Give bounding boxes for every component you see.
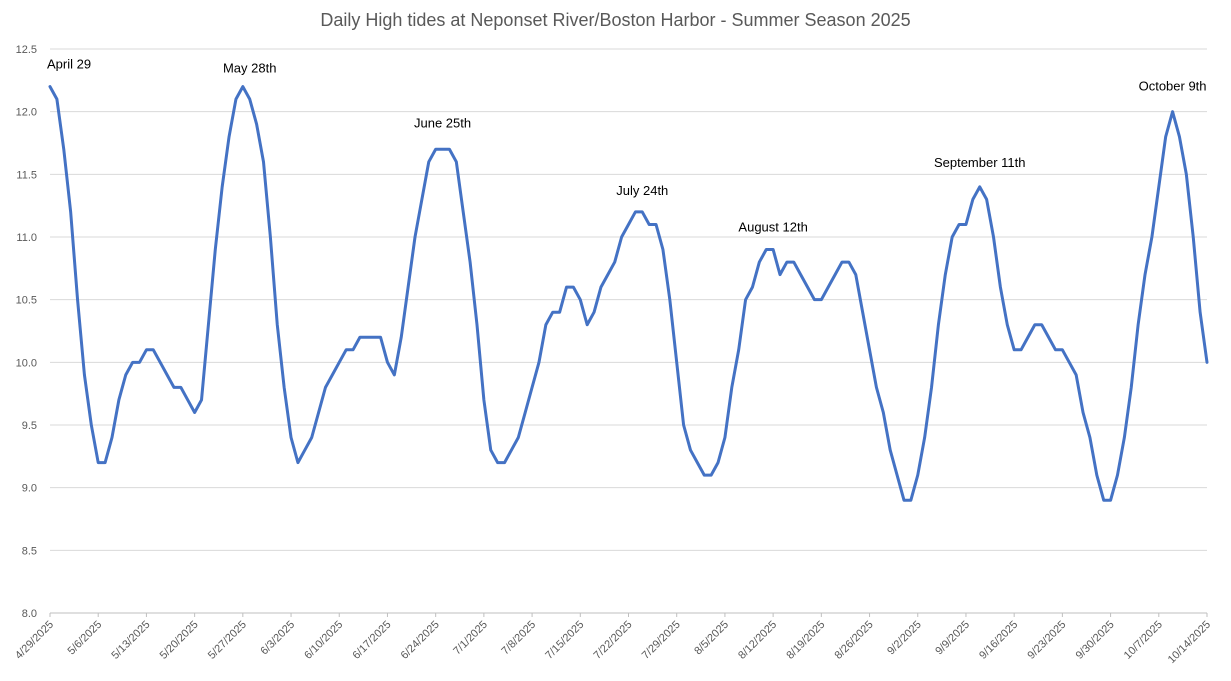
x-tick-label: 10/7/2025 (1122, 619, 1165, 662)
x-tick-label: 7/1/2025 (451, 619, 490, 658)
annotation-label: July 24th (616, 183, 668, 198)
x-tick-label: 8/5/2025 (692, 619, 731, 658)
x-axis: 4/29/2025 5/6/2025 5/13/2025 5/20/2025 5/27/… (13, 613, 1213, 666)
x-tick-label: 5/6/2025 (66, 619, 105, 658)
x-tick-label: 7/29/2025 (640, 619, 683, 662)
gridlines (50, 48, 1207, 614)
series-group (48, 85, 1209, 502)
y-tick-label: 11.5 (16, 169, 37, 181)
y-tick-label: 12.5 (16, 44, 37, 56)
x-tick-label: 6/17/2025 (350, 619, 393, 662)
annotation-label: April 29 (47, 57, 91, 72)
x-tick-label: 7/15/2025 (543, 619, 586, 662)
x-tick-label: 9/16/2025 (977, 619, 1020, 662)
y-tick-label: 8.0 (22, 608, 37, 620)
annotation-label: August 12th (738, 220, 807, 235)
x-tick-label: 9/2/2025 (885, 619, 924, 658)
x-tick-label: 9/9/2025 (933, 619, 972, 658)
x-tick-label: 5/20/2025 (158, 619, 201, 662)
x-tick-label: 10/14/2025 (1166, 619, 1213, 666)
x-tick-label: 6/10/2025 (302, 619, 345, 662)
series-line (48, 85, 1209, 502)
y-tick-label: 10.5 (16, 295, 37, 307)
chart-title: Daily High tides at Neponset River/Bosto… (320, 10, 911, 30)
annotations: April 29 May 28th June 25th July 24th August… (47, 57, 1207, 235)
x-tick-label: 8/26/2025 (833, 619, 876, 662)
y-tick-label: 9.0 (22, 483, 37, 495)
annotation-label: June 25th (414, 115, 471, 130)
x-tick-label: 4/29/2025 (13, 619, 56, 662)
x-tick-label: 7/22/2025 (592, 619, 635, 662)
x-tick-label: 9/23/2025 (1025, 619, 1068, 662)
y-tick-label: 12.0 (16, 107, 37, 119)
x-tick-label: 9/30/2025 (1074, 619, 1117, 662)
x-tick-label: 6/3/2025 (258, 619, 297, 658)
annotation-label: September 11th (934, 155, 1026, 170)
y-tick-label: 10.0 (16, 357, 37, 369)
x-tick-label: 7/8/2025 (499, 619, 538, 658)
y-axis: 8.0 8.5 9.0 9.5 10.0 10.5 11.0 11.5 12.0 12.5 (16, 44, 37, 620)
annotation-label: May 28th (223, 61, 276, 76)
x-tick-label: 8/19/2025 (784, 619, 827, 662)
y-tick-label: 9.5 (22, 420, 37, 432)
x-tick-label: 5/27/2025 (206, 619, 249, 662)
y-tick-label: 8.5 (22, 545, 37, 557)
annotation-label: October 9th (1139, 79, 1207, 94)
y-tick-label: 11.0 (16, 232, 37, 244)
x-tick-label: 5/13/2025 (109, 619, 152, 662)
x-tick-label: 6/24/2025 (399, 619, 442, 662)
x-tick-label: 8/12/2025 (736, 619, 779, 662)
